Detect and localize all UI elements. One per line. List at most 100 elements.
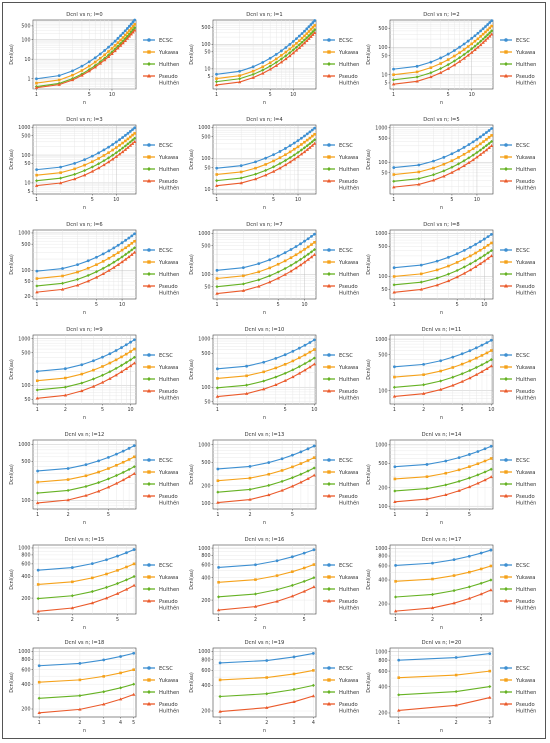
data-point [129,340,132,344]
legend-label: ECSC [339,666,353,672]
data-point [125,551,128,555]
data-point [394,564,398,567]
data-point [488,652,492,655]
legend-label: Hulthén [159,184,179,191]
data-point [462,52,466,57]
data-point [429,75,433,79]
data-point [312,141,317,145]
legend-label: Pseudo [516,599,535,605]
data-point [120,255,124,259]
data-point [309,31,313,36]
data-point [241,282,245,286]
chart-title: Dcnl vs n; l=4 [246,117,283,123]
data-point [481,32,485,36]
data-point [279,60,284,64]
data-point [123,144,127,148]
y-tick-label: 5 [207,74,210,80]
series-yukawa [394,564,493,583]
legend-marker [327,563,331,567]
data-point [104,585,109,589]
data-point [476,481,480,485]
data-point [300,43,304,47]
data-point [244,391,249,395]
data-point [216,490,220,494]
data-point [311,694,316,698]
data-point [307,34,311,38]
legend-marker [147,470,151,474]
data-point [216,479,220,482]
data-point [280,488,284,492]
data-point [82,168,87,173]
data-point [310,234,313,238]
data-point [305,147,309,151]
data-point [129,27,133,30]
data-point [114,151,118,155]
data-point [295,42,298,45]
data-point [248,497,252,501]
data-point [131,25,135,28]
data-point [452,63,457,67]
series-yukawa [393,457,493,481]
x-axis-label: n [440,521,443,526]
data-point [476,473,480,477]
data-point [458,45,462,49]
data-point [478,256,482,260]
data-point [474,365,478,370]
y-tick-label: 500 [21,133,30,139]
data-point [478,262,482,266]
data-point [292,153,296,157]
data-point [97,157,100,160]
data-point [241,266,245,270]
data-point [128,143,133,147]
data-point [487,129,491,132]
data-point [218,678,222,682]
data-point [299,480,303,484]
series-pseudo-hulthen [35,471,136,505]
data-point [425,497,429,501]
legend-label: ECSC [159,458,173,464]
chart-panel: Dcnl vs n; l=9 50 100 500 1000 1 2 5 10 n Dcnl(au)… [9,327,179,421]
data-point [107,256,111,260]
data-point [60,281,65,285]
y-axis-label: Dcnl(au) [9,464,15,485]
data-point [299,462,303,465]
data-point [306,459,310,462]
series-line [218,564,315,583]
data-point [119,655,122,658]
data-point [84,493,88,497]
data-point [253,592,258,596]
legend-marker [147,678,151,682]
data-point [296,139,300,142]
data-point [430,592,435,597]
x-tick-label: 5 [88,92,91,98]
legend-marker [147,62,151,66]
data-point [308,350,312,354]
data-point [238,74,241,77]
data-point [483,35,488,39]
data-point [451,375,455,379]
series-yukawa [397,669,492,679]
data-point [313,132,316,136]
data-point [124,252,128,257]
data-point [105,572,108,576]
data-point [442,169,446,173]
series-pseudo-hulthen [392,143,494,189]
x-tick-label: 1 [216,407,219,413]
series-yukawa [392,241,493,278]
series-pseudo-hulthen [392,364,494,398]
data-point [312,30,317,34]
data-point [489,578,493,582]
chart-panel: Dcnl vs n; l=10 50 100 500 1000 1 5 10 n Dcnl(au)… [189,327,359,421]
data-point [430,606,435,610]
data-point [114,349,118,352]
data-point [63,367,67,371]
data-point [267,493,271,497]
legend-label: Pseudo [516,389,535,395]
data-point [125,565,128,569]
data-point [215,291,219,295]
series-line [395,579,492,598]
data-point [248,487,252,492]
legend-label: Pseudo [159,74,178,80]
data-point [275,559,279,563]
